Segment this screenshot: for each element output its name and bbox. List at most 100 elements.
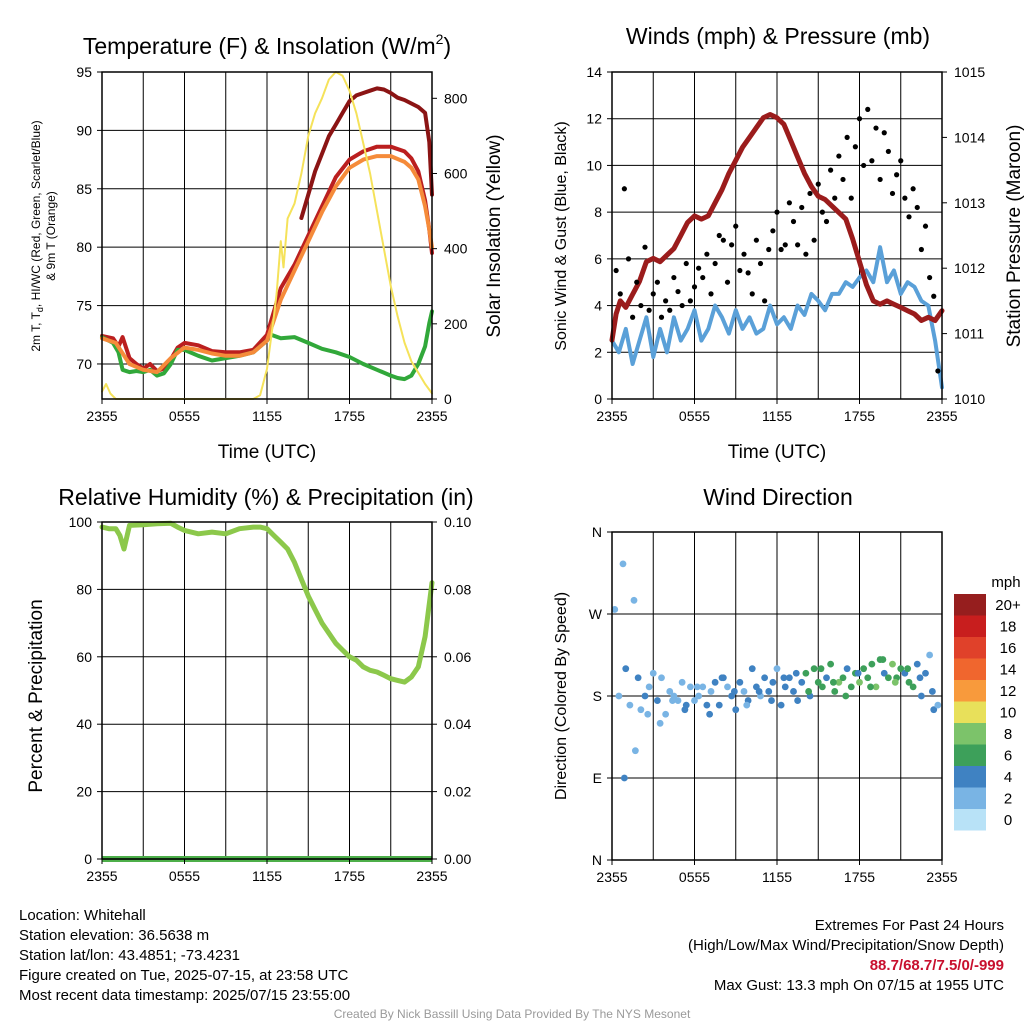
recent-data-timestamp: Most recent data timestamp: 2025/07/15 2… — [19, 987, 351, 1004]
x-tick-label: 2355 — [416, 868, 447, 884]
x-tick-label: 1755 — [844, 408, 875, 424]
direction-point — [693, 683, 701, 691]
gust-point — [861, 162, 867, 169]
direction-point — [794, 697, 802, 704]
gust-point — [856, 116, 863, 122]
direction-point — [761, 674, 769, 682]
x-tick-label: 2355 — [86, 408, 117, 424]
direction-point — [634, 674, 642, 682]
x-tick-label: 1155 — [252, 408, 282, 424]
y2-tick-label: 0.10 — [444, 514, 471, 530]
direction-point — [827, 660, 835, 668]
temp-panel: Temperature (F) & Insolation (W/m2) 2355… — [29, 31, 505, 463]
direction-point — [814, 678, 822, 686]
direction-point — [867, 683, 874, 691]
y-tick-label: 90 — [76, 122, 92, 138]
direction-point — [707, 688, 715, 695]
direction-point — [847, 683, 855, 691]
y2-tick-label: 1015 — [954, 64, 985, 80]
gust-point — [815, 181, 821, 187]
y2-tick-label: 1011 — [954, 326, 984, 342]
direction-point — [856, 678, 863, 686]
gust-point — [927, 274, 933, 281]
x-tick-label: 1155 — [762, 408, 792, 424]
gust-point — [729, 242, 735, 248]
y-tick-label: 8 — [594, 204, 602, 220]
gust-point — [782, 242, 788, 248]
direction-point — [669, 697, 676, 704]
y2-tick-label: 0.06 — [444, 649, 471, 665]
x-tick-label: 1755 — [334, 868, 365, 884]
gust-point — [832, 195, 838, 201]
dir-y-ticks: N E S W N — [589, 524, 612, 868]
station-elevation: Station elevation: 36.5638 m — [19, 927, 210, 944]
gust-point — [654, 279, 660, 285]
gust-point — [617, 291, 623, 297]
direction-point — [769, 678, 777, 686]
direction-point — [715, 701, 723, 709]
y-tick-label: 80 — [76, 581, 92, 597]
legend-label: 10 — [1000, 705, 1017, 722]
y-tick-label: 75 — [76, 298, 92, 314]
y-tick-label: S — [593, 688, 602, 704]
legend-label: 4 — [1004, 769, 1012, 786]
y-tick-label: 4 — [594, 298, 602, 314]
direction-point — [644, 710, 652, 718]
direction-point — [681, 706, 689, 714]
gust-point — [691, 284, 698, 290]
gust-point — [646, 307, 652, 313]
direction-point — [658, 674, 665, 682]
direction-point — [843, 665, 851, 673]
gust-point — [700, 274, 706, 281]
gust-point — [778, 246, 784, 253]
dir-title: Wind Direction — [703, 484, 853, 510]
temp-ylabel-left-2: & 9m T (Orange) — [44, 191, 58, 281]
y-tick-label: 12 — [586, 111, 602, 127]
direction-point — [611, 606, 619, 613]
x-tick-label: 0555 — [679, 869, 710, 885]
direction-point — [780, 674, 788, 682]
direction-point — [649, 669, 657, 677]
wind-title: Winds (mph) & Pressure (mb) — [626, 23, 930, 49]
dir-legend-title: mph — [991, 574, 1020, 591]
y-tick-label: 6 — [594, 251, 602, 267]
direction-point — [706, 710, 714, 718]
wind-xlabel: Time (UTC) — [728, 442, 827, 463]
direction-point — [817, 665, 825, 673]
direction-point — [666, 688, 674, 695]
gust-point — [687, 298, 693, 304]
dir-series — [611, 560, 942, 782]
extremes-values: 88.7/68.7/7.5/0/-999 — [869, 957, 1004, 974]
wind-series — [609, 106, 945, 390]
series-line — [609, 112, 945, 343]
direction-point — [743, 701, 751, 709]
legend-swatch — [954, 723, 986, 745]
dir-x-ticks: 2355 0555 1155 1755 2355 — [596, 860, 958, 885]
temp-ylabel-right: Solar Insolation (Yellow) — [484, 134, 505, 337]
y2-tick-label: 0.02 — [444, 784, 471, 800]
gust-point — [630, 314, 636, 320]
x-tick-label: 2355 — [926, 408, 957, 424]
gust-point — [663, 298, 669, 304]
direction-point — [872, 683, 880, 691]
gust-point — [724, 279, 731, 285]
legend-swatch — [954, 701, 986, 723]
direction-point — [615, 692, 623, 700]
legend-swatch — [954, 680, 986, 702]
gust-point — [774, 209, 780, 215]
direction-point — [934, 701, 942, 709]
direction-point — [748, 665, 756, 673]
gust-point — [658, 314, 665, 320]
x-tick-label: 2355 — [926, 869, 957, 885]
direction-point — [904, 665, 912, 673]
gust-point — [671, 274, 677, 281]
gust-point — [807, 190, 813, 197]
y-tick-label: N — [592, 524, 602, 540]
gust-point — [844, 134, 850, 140]
legend-swatch — [954, 658, 986, 680]
gust-point — [873, 125, 879, 131]
temp-y2-ticks: 0 200 400 600 800 — [432, 90, 468, 407]
gust-point — [745, 270, 751, 276]
rh-title: Relative Humidity (%) & Precipitation (i… — [58, 484, 473, 510]
direction-point — [805, 688, 813, 695]
